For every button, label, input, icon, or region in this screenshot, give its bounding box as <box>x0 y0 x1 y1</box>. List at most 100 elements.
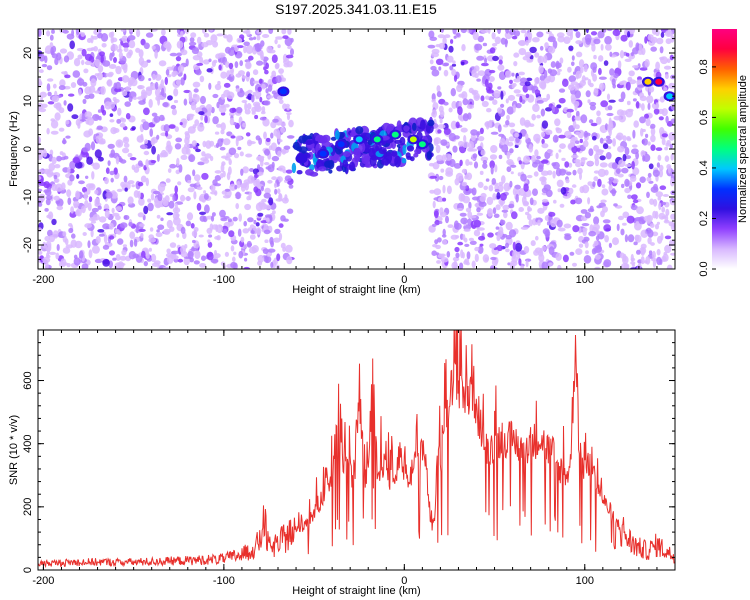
noise-blob <box>270 261 274 269</box>
noise-blob <box>248 55 254 61</box>
noise-blob <box>76 47 84 52</box>
noise-blob <box>122 147 130 154</box>
noise-blob <box>594 254 602 260</box>
noise-blob <box>658 116 664 121</box>
noise-blob <box>532 103 540 113</box>
noise-blob <box>571 115 576 123</box>
noise-blob <box>660 56 668 65</box>
noise-blob <box>156 153 160 162</box>
noise-blob <box>272 118 279 123</box>
noise-blob <box>525 260 529 268</box>
noise-blob <box>448 133 457 142</box>
noise-blob <box>100 33 109 42</box>
noise-blob <box>555 152 559 159</box>
noise-blob <box>485 86 492 92</box>
noise-blob <box>246 71 251 78</box>
noise-blob <box>636 206 644 215</box>
noise-blob <box>462 234 466 241</box>
noise-blob <box>608 177 615 182</box>
noise-blob <box>587 181 593 187</box>
noise-blob <box>532 161 538 168</box>
noise-blob <box>123 215 128 220</box>
noise-blob <box>650 127 656 136</box>
noise-blob <box>172 70 178 76</box>
noise-blob <box>536 31 544 38</box>
signal-blob <box>378 147 387 155</box>
noise-blob <box>631 263 636 268</box>
noise-blob <box>599 137 604 144</box>
noise-blob <box>278 68 284 74</box>
noise-blob <box>603 224 612 232</box>
noise-blob <box>612 138 616 147</box>
noise-blob <box>286 106 290 111</box>
noise-blob <box>506 166 512 173</box>
noise-blob <box>243 41 250 47</box>
noise-blob <box>112 191 118 199</box>
noise-blob <box>111 51 115 57</box>
noise-blob <box>288 184 294 189</box>
noise-blob <box>241 99 248 104</box>
noise-blob <box>485 178 490 182</box>
noise-blob <box>280 127 286 133</box>
noise-blob <box>588 148 594 157</box>
noise-blob <box>579 79 587 87</box>
noise-blob <box>73 257 81 266</box>
noise-blob <box>172 194 176 202</box>
noise-blob <box>271 70 277 78</box>
noise-blob <box>44 50 52 54</box>
noise-blob <box>149 227 154 232</box>
noise-blob <box>572 120 577 129</box>
noise-blob <box>595 230 600 235</box>
noise-blob <box>86 38 92 43</box>
noise-blob <box>618 135 622 141</box>
noise-blob <box>115 254 121 261</box>
noise-blob <box>187 250 194 260</box>
noise-blob <box>452 60 456 65</box>
noise-blob <box>58 85 66 91</box>
noise-blob <box>69 40 75 50</box>
noise-blob <box>228 166 232 176</box>
noise-blob <box>174 185 178 194</box>
noise-blob <box>568 45 574 51</box>
noise-blob <box>630 175 637 182</box>
noise-blob <box>482 254 490 263</box>
noise-blob <box>275 75 282 84</box>
noise-blob <box>173 216 181 226</box>
noise-blob <box>260 40 265 47</box>
y-tick-label: 400 <box>22 435 34 453</box>
noise-blob <box>277 44 281 49</box>
noise-blob <box>210 184 216 192</box>
noise-blob <box>659 96 665 103</box>
noise-blob <box>264 239 269 243</box>
noise-blob <box>548 246 555 256</box>
noise-blob <box>94 197 100 207</box>
noise-blob <box>273 182 278 189</box>
noise-blob <box>56 205 64 211</box>
signal-blob <box>368 147 376 158</box>
noise-blob <box>167 145 172 155</box>
noise-blob <box>561 157 566 161</box>
y-axis-label: SNR (10 * v/v) <box>8 415 20 485</box>
noise-blob <box>560 187 567 195</box>
noise-blob <box>91 207 99 213</box>
noise-blob <box>162 266 171 269</box>
noise-blob <box>593 89 599 97</box>
noise-blob <box>201 42 209 48</box>
noise-blob <box>439 211 447 218</box>
noise-blob <box>474 253 479 263</box>
noise-blob <box>670 153 674 161</box>
noise-blob <box>159 152 164 158</box>
noise-blob <box>148 98 153 108</box>
noise-blob <box>183 89 191 94</box>
x-tick-label: -200 <box>32 274 54 286</box>
noise-blob <box>138 49 144 58</box>
noise-blob <box>648 250 653 255</box>
noise-blob <box>442 184 446 194</box>
noise-blob <box>117 107 122 116</box>
noise-blob <box>548 211 556 217</box>
noise-blob <box>451 63 457 67</box>
noise-blob <box>245 132 251 137</box>
noise-blob <box>208 234 213 238</box>
heatmap-plot-area <box>38 29 675 269</box>
